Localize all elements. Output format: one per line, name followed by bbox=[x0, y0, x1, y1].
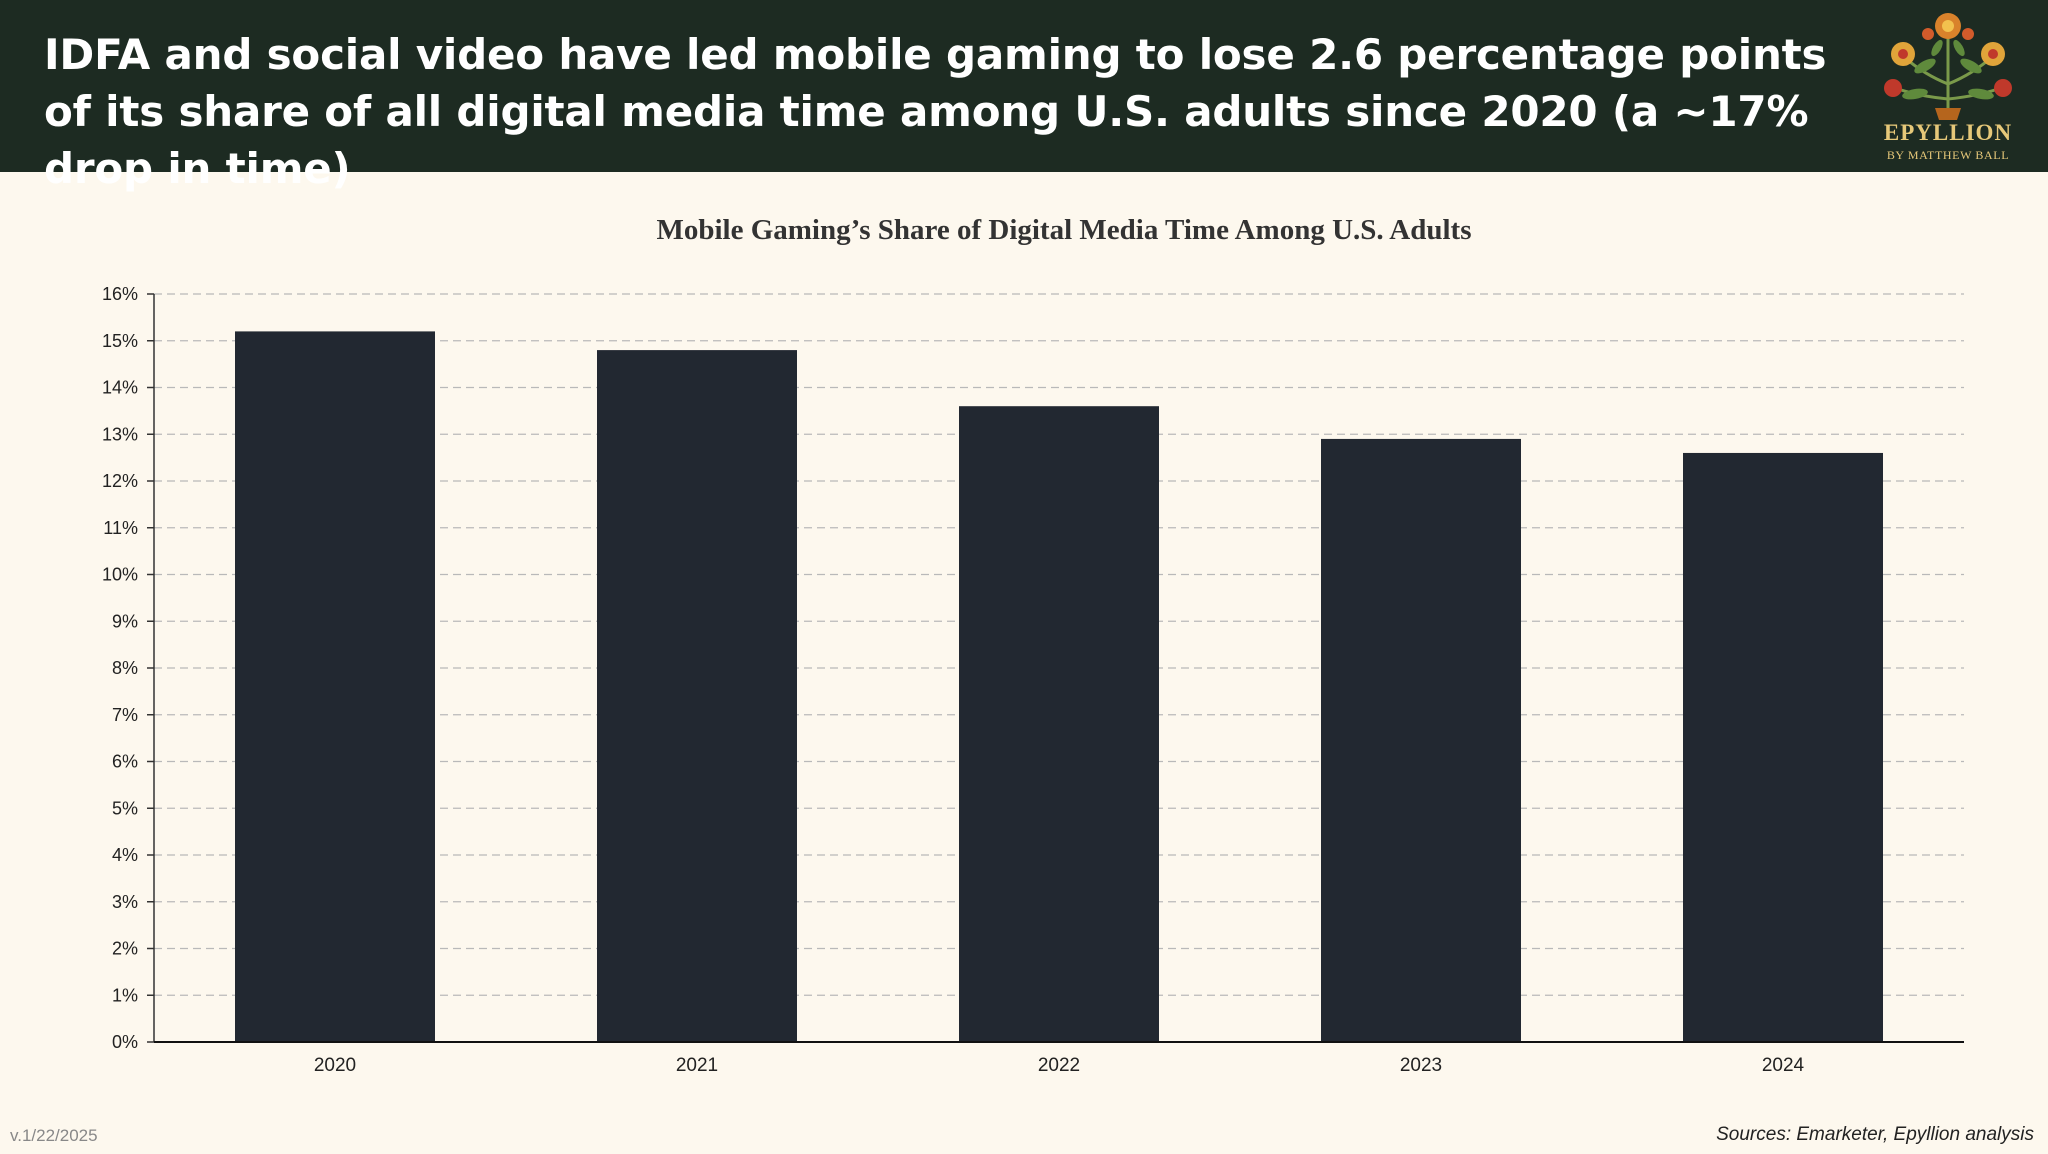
y-tick-label: 6% bbox=[112, 752, 138, 772]
y-tick-label: 15% bbox=[102, 331, 138, 351]
axes: 0% 1% 2% 3% 4% 5% 6% 7% 8% 9% 10% 11% 12% 13% 14% 15% 16… bbox=[102, 284, 1964, 1076]
y-tick-label: 11% bbox=[103, 518, 138, 538]
x-tick-label: 2021 bbox=[676, 1055, 718, 1076]
bars bbox=[235, 331, 1883, 1043]
brand-byline: BY MATTHEW BALL bbox=[1886, 148, 2010, 162]
floral-emblem-icon bbox=[1884, 13, 2012, 120]
y-tick-label: 12% bbox=[102, 471, 138, 491]
y-tick-label: 0% bbox=[112, 1032, 138, 1052]
y-tick-label: 13% bbox=[102, 424, 138, 444]
headline: IDFA and social video have led mobile ga… bbox=[44, 30, 1827, 193]
sources-note: Sources: Emarketer, Epyllion analysis bbox=[1716, 1124, 2034, 1145]
bar-2021 bbox=[597, 350, 797, 1043]
header-banner: IDFA and social video have led mobile ga… bbox=[0, 0, 2048, 193]
y-tick-label: 1% bbox=[112, 985, 138, 1005]
y-tick-label: 8% bbox=[112, 658, 138, 678]
brand-name: EPYLLION bbox=[1883, 120, 2013, 145]
y-tick-label: 2% bbox=[112, 939, 138, 959]
y-tick-label: 16% bbox=[102, 284, 138, 304]
chart-title: Mobile Gaming’s Share of Digital Media T… bbox=[656, 214, 1472, 246]
x-tick-label: 2020 bbox=[314, 1055, 356, 1076]
y-tick-label: 7% bbox=[112, 705, 138, 725]
y-tick-label: 5% bbox=[112, 798, 138, 818]
bar-2022 bbox=[959, 406, 1159, 1042]
x-tick-label: 2024 bbox=[1762, 1055, 1805, 1076]
y-tick-label: 10% bbox=[102, 565, 138, 585]
x-tick-label: 2022 bbox=[1038, 1055, 1080, 1076]
x-tick-label: 2023 bbox=[1400, 1055, 1442, 1076]
y-tick-label: 9% bbox=[112, 611, 138, 631]
bar-2023 bbox=[1321, 438, 1521, 1042]
bar-2024 bbox=[1683, 452, 1883, 1042]
epyllion-logo: EPYLLION BY MATTHEW BALL bbox=[1856, 4, 2040, 168]
y-tick-label: 3% bbox=[112, 892, 138, 912]
bar-2020 bbox=[235, 331, 435, 1042]
bar-chart: 0% 1% 2% 3% 4% 5% 6% 7% 8% 9% 10% 11% 12% 13% 14% 15% 16… bbox=[102, 284, 1964, 1076]
version-label: v.1/22/2025 bbox=[10, 1126, 98, 1145]
y-tick-label: 4% bbox=[112, 845, 138, 865]
y-tick-label: 14% bbox=[102, 378, 138, 398]
